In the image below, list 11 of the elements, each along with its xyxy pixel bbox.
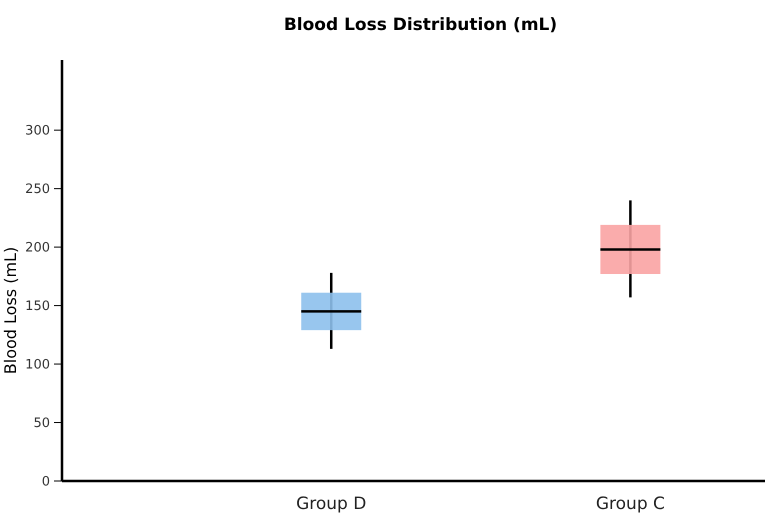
x-tick-label: Group D [296, 494, 366, 514]
y-tick-label: 300 [25, 124, 50, 139]
y-tick-label: 50 [33, 416, 50, 432]
x-tick-label: Group C [596, 494, 665, 514]
y-axis-title: Blood Loss (mL) [1, 246, 20, 374]
y-tick-label: 100 [25, 358, 50, 373]
chart-title: Blood Loss Distribution (mL) [284, 15, 558, 35]
y-tick-label: 250 [25, 182, 50, 198]
y-tick-label: 200 [25, 240, 50, 256]
y-tick-label: 150 [25, 299, 50, 314]
y-tick-label: 0 [42, 474, 50, 490]
